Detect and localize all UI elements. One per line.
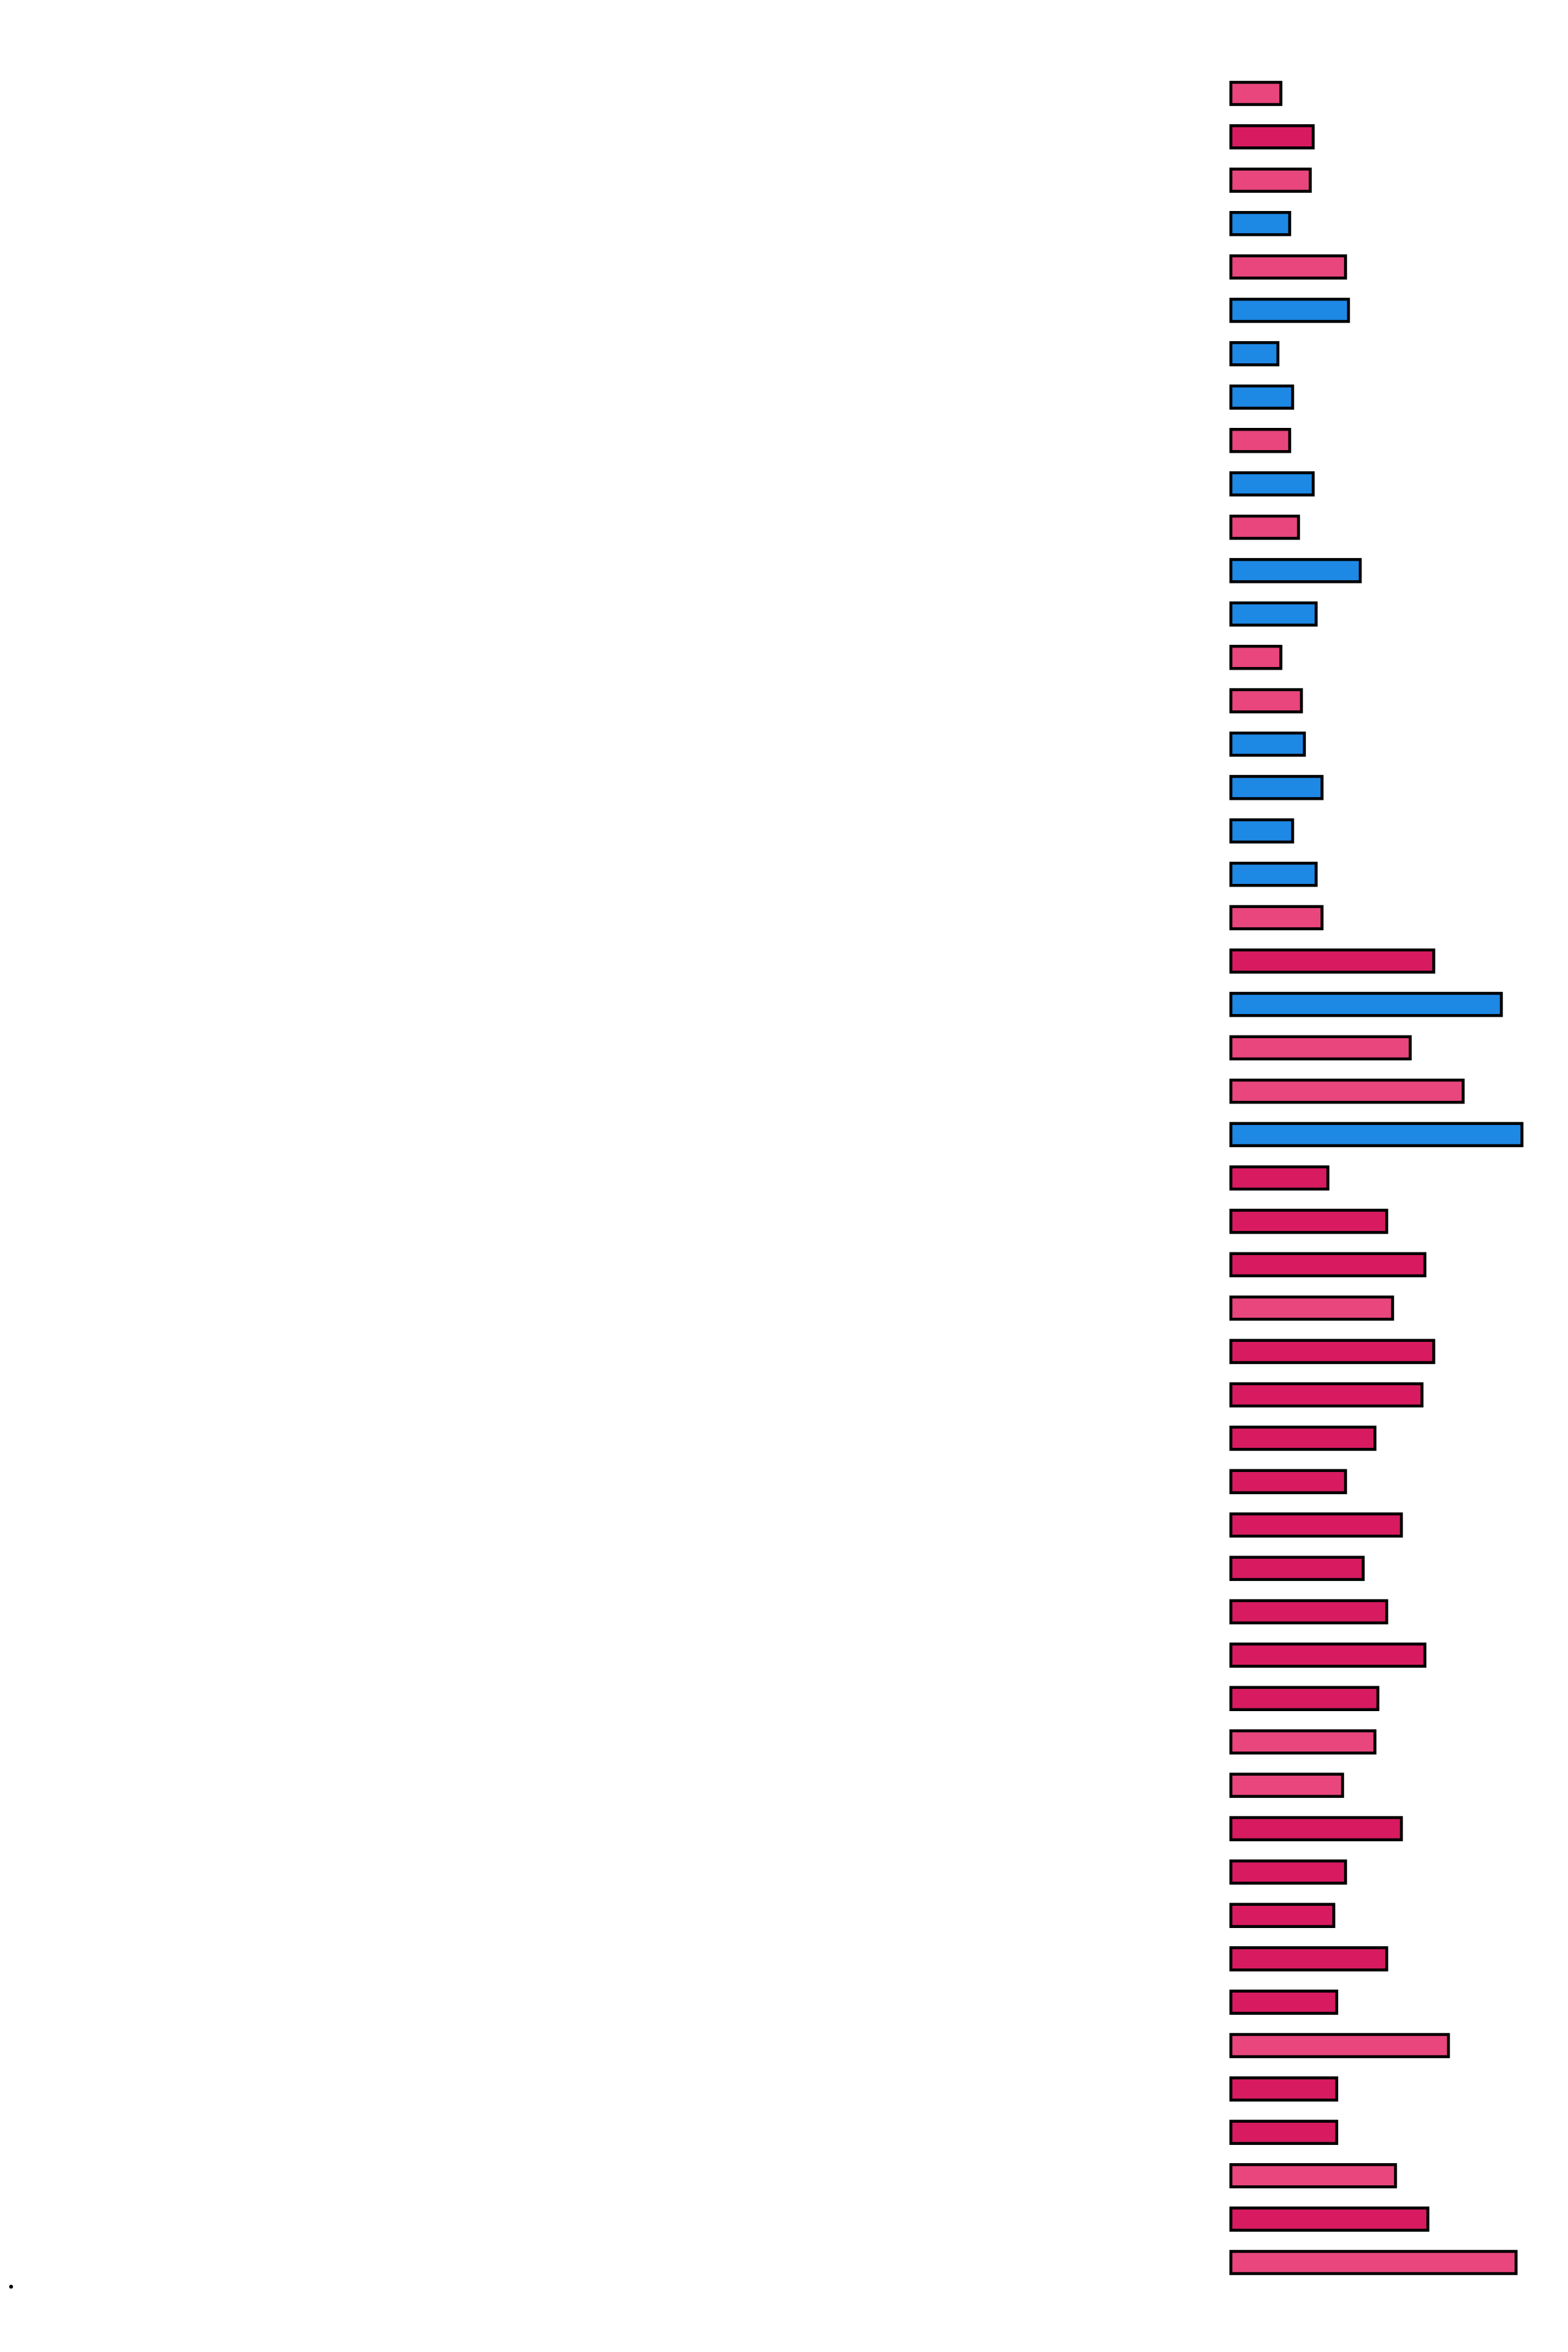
- bar-19: [1229, 861, 1318, 887]
- bar-44: [1229, 1946, 1388, 1972]
- bar-20: [1229, 905, 1324, 930]
- bar-34: [1229, 1512, 1403, 1538]
- bar-29: [1229, 1295, 1394, 1321]
- bar-17: [1229, 775, 1324, 800]
- bar-28: [1229, 1252, 1427, 1278]
- bar-12: [1229, 558, 1362, 583]
- bar-7: [1229, 341, 1280, 367]
- bar-14: [1229, 644, 1282, 670]
- bar-18: [1229, 818, 1294, 844]
- bar-11: [1229, 514, 1300, 540]
- bar-38: [1229, 1686, 1380, 1712]
- bar-3: [1229, 167, 1312, 193]
- bar-47: [1229, 2076, 1339, 2102]
- bar-5: [1229, 254, 1347, 280]
- bar-2: [1229, 124, 1315, 150]
- bar-9: [1229, 427, 1292, 453]
- bar-37: [1229, 1642, 1427, 1668]
- bar-33: [1229, 1469, 1347, 1495]
- bar-42: [1229, 1859, 1347, 1885]
- bar-51: [1229, 2249, 1518, 2276]
- bar-31: [1229, 1382, 1424, 1408]
- bar-22: [1229, 992, 1503, 1017]
- bar-10: [1229, 471, 1315, 497]
- bar-41: [1229, 1816, 1403, 1842]
- bar-32: [1229, 1426, 1377, 1451]
- bar-39: [1229, 1729, 1377, 1755]
- bar-35: [1229, 1556, 1365, 1581]
- bar-30: [1229, 1339, 1435, 1364]
- bar-series: [1229, 80, 1524, 2276]
- bar-13: [1229, 601, 1318, 627]
- bar-40: [1229, 1772, 1345, 1798]
- bar-16: [1229, 731, 1306, 757]
- bar-1: [1229, 80, 1282, 106]
- bar-25: [1229, 1122, 1524, 1147]
- bar-6: [1229, 297, 1350, 323]
- bar-21: [1229, 948, 1435, 974]
- corner-dot: [9, 2285, 13, 2289]
- bar-50: [1229, 2206, 1429, 2232]
- bar-49: [1229, 2163, 1397, 2189]
- bar-4: [1229, 210, 1292, 237]
- bar-26: [1229, 1165, 1330, 1191]
- bar-23: [1229, 1035, 1412, 1061]
- bar-24: [1229, 1078, 1465, 1104]
- bar-48: [1229, 2119, 1339, 2146]
- bar-46: [1229, 2033, 1450, 2059]
- bar-27: [1229, 1209, 1388, 1234]
- bar-36: [1229, 1599, 1388, 1625]
- bar-45: [1229, 1989, 1339, 2015]
- bar-43: [1229, 1903, 1335, 1929]
- bar-8: [1229, 384, 1294, 410]
- bar-15: [1229, 688, 1303, 713]
